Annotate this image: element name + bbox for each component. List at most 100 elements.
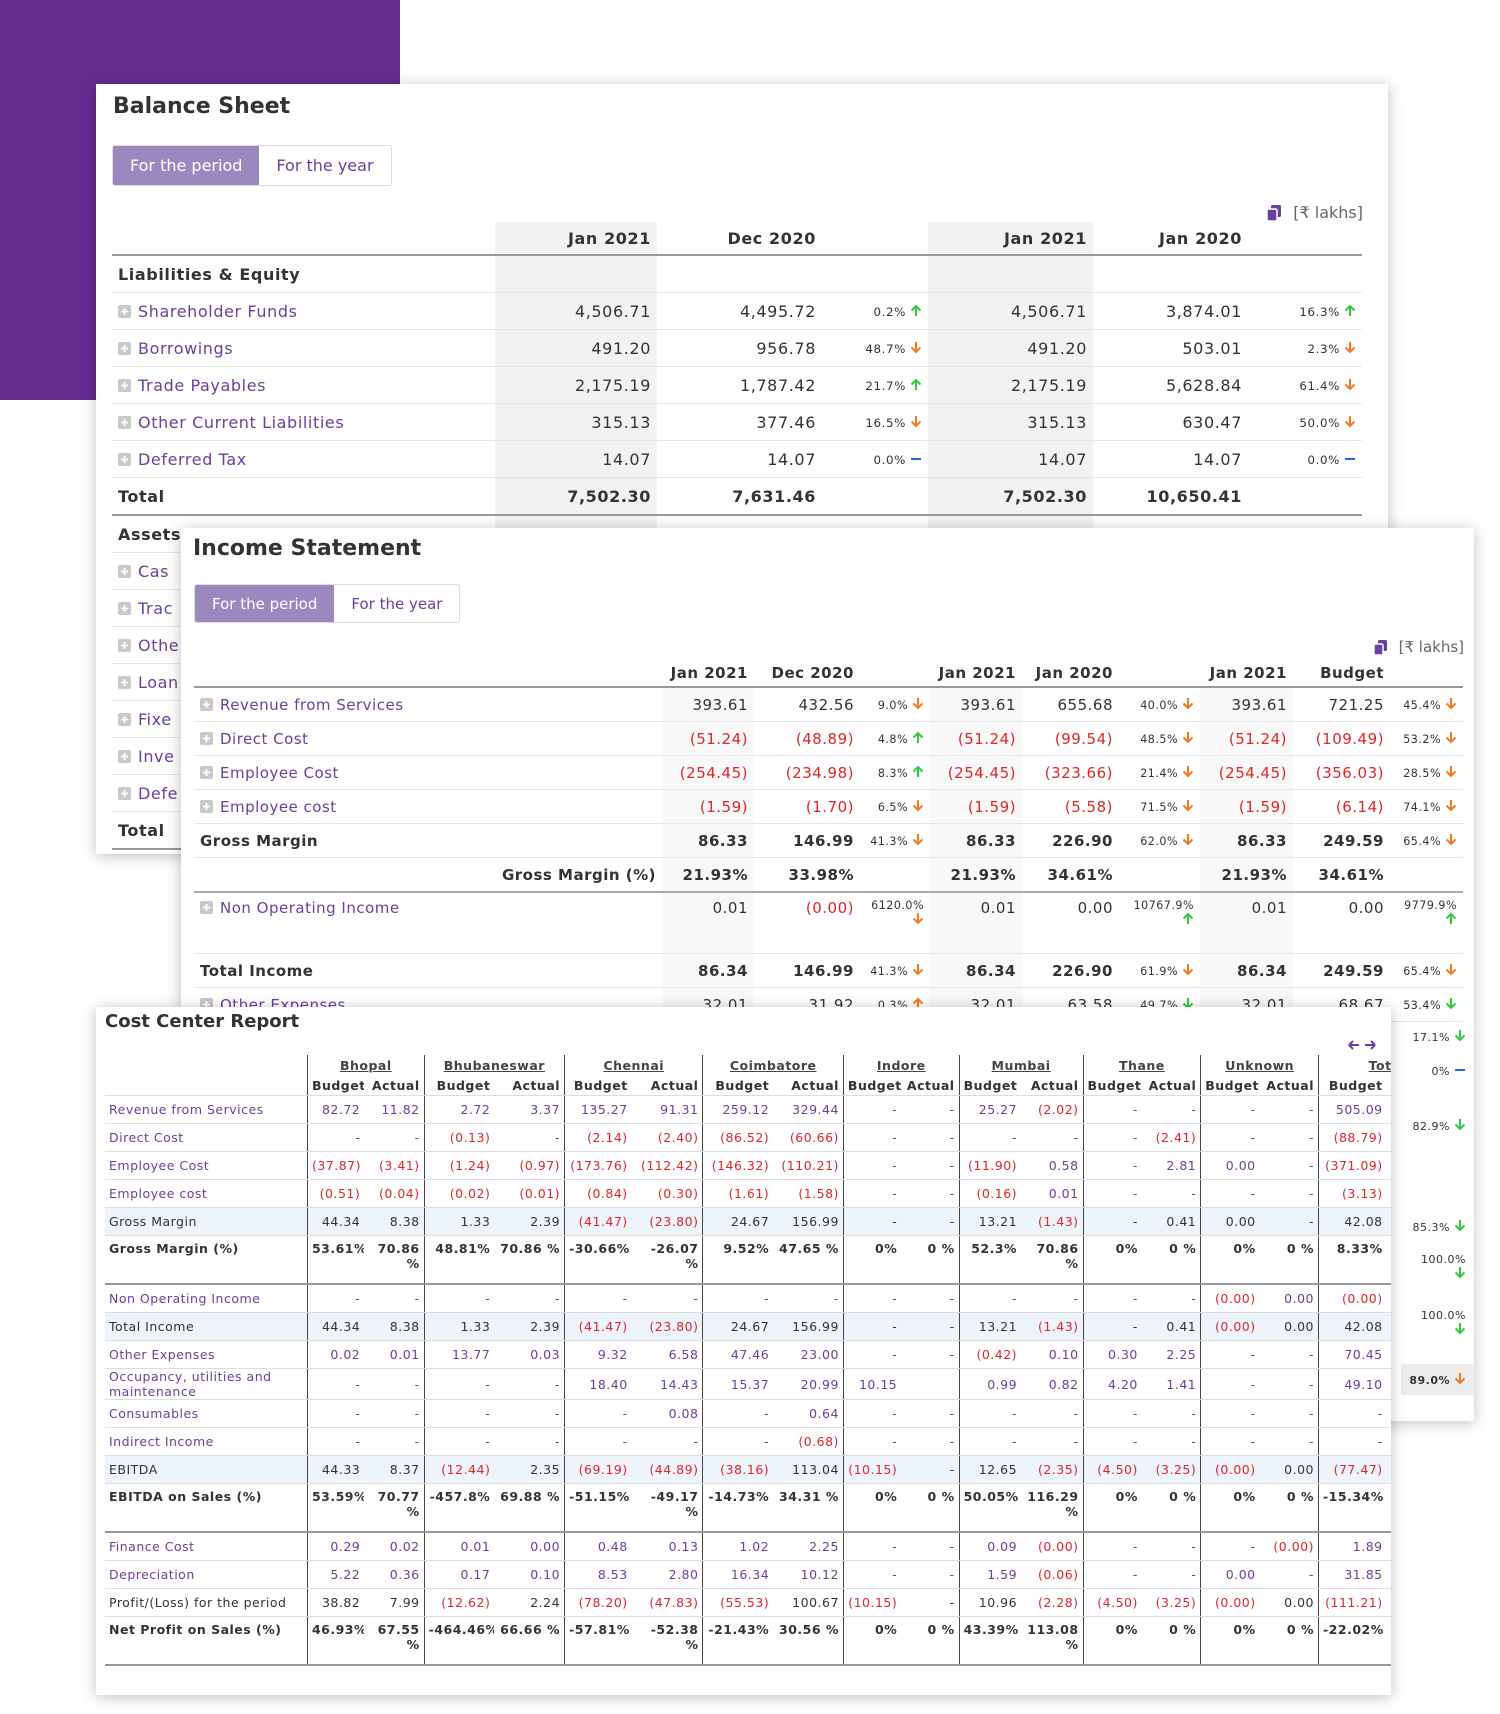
label-text: Revenue from Services <box>220 695 404 714</box>
value-cell: - <box>494 1399 565 1428</box>
value-cell: 0.01 <box>930 892 1022 954</box>
expand-icon[interactable] <box>118 712 131 726</box>
value-cell: - <box>1082 1560 1142 1589</box>
arrow-icon <box>912 698 924 710</box>
value-cell: 21.93% <box>930 857 1022 893</box>
value-cell: 4.20 <box>1082 1368 1142 1400</box>
value-cell: 31 <box>1386 1340 1391 1369</box>
arrow-icon <box>912 800 924 812</box>
arrow-icon <box>1445 698 1457 710</box>
expand-icon[interactable] <box>200 765 213 779</box>
label-text: Loan <box>138 672 179 692</box>
value-cell: 0.00 <box>494 1532 565 1561</box>
value-cell: - <box>958 1123 1022 1152</box>
value-cell: 13. <box>1386 1616 1391 1666</box>
expand-icon[interactable] <box>118 564 131 578</box>
value-cell: 1.02 <box>702 1532 774 1561</box>
arrow-icon <box>910 415 922 427</box>
expand-icon[interactable] <box>118 452 131 466</box>
value-cell: - <box>494 1368 565 1400</box>
unit-label: [₹ lakhs] <box>1398 638 1464 656</box>
change-text: 10767.9% <box>1133 899 1194 912</box>
header-cell <box>194 660 662 688</box>
value-cell: - <box>702 1399 774 1428</box>
value-cell: (0.00) <box>1259 1532 1319 1561</box>
expand-icon[interactable] <box>200 731 213 745</box>
value-cell: (3.25) <box>1141 1455 1201 1484</box>
sub-header: Actual <box>1021 1075 1084 1096</box>
value-cell: (223 <box>1386 1151 1391 1180</box>
change-cell: 53.2% <box>1390 721 1463 756</box>
value-cell: (23.80) <box>631 1312 703 1341</box>
value-cell: (3.25) <box>1141 1588 1201 1617</box>
expand-icon[interactable] <box>118 378 131 392</box>
value-cell: 47.46 <box>702 1340 774 1369</box>
value-cell: - <box>306 1284 365 1313</box>
value-cell: 113.04 <box>773 1455 844 1484</box>
change-cell: 45.4% <box>1390 687 1463 722</box>
expand-icon[interactable] <box>118 786 131 800</box>
value-cell: (0.01) <box>494 1179 565 1208</box>
value-cell: (0.00) <box>754 892 860 954</box>
value-cell: - <box>306 1399 365 1428</box>
tab[interactable]: For the period <box>113 146 260 185</box>
value-cell: 31.85 <box>1317 1560 1387 1589</box>
value-cell: (51.24) <box>1200 721 1293 756</box>
tab[interactable]: For the year <box>259 146 391 185</box>
expand-icon[interactable] <box>200 799 213 813</box>
value-cell: 8.37 <box>364 1455 425 1484</box>
value-cell: 156.99 <box>773 1207 844 1236</box>
expand-icon[interactable] <box>118 341 131 355</box>
value-cell: 34.61% <box>1022 857 1119 893</box>
value-cell: 0.01 <box>662 892 754 954</box>
change-text-block: 0% <box>1432 1063 1466 1078</box>
expand-icon[interactable] <box>118 638 131 652</box>
row-label: Deferred Tax <box>112 440 495 478</box>
value-cell: (0.04) <box>364 1179 425 1208</box>
label-text: Trade Payables <box>138 375 267 395</box>
value-cell: (78.20) <box>564 1588 632 1617</box>
value-cell: 5.22 <box>306 1560 365 1589</box>
expand-icon[interactable] <box>200 697 213 711</box>
value-cell: - <box>842 1399 902 1428</box>
expand-icon[interactable] <box>200 901 213 914</box>
value-cell: 630.47 <box>1093 403 1248 441</box>
expand-icon[interactable] <box>118 415 131 429</box>
value-cell: 329.44 <box>773 1095 844 1124</box>
value-cell: 37 <box>1386 1368 1391 1400</box>
change-cell <box>1119 857 1200 893</box>
copy-icon[interactable] <box>1267 204 1282 221</box>
expand-icon[interactable] <box>118 304 131 318</box>
value-cell: (38.16) <box>702 1455 774 1484</box>
value-cell: 0.01 <box>1021 1179 1084 1208</box>
value-cell: (86.52) <box>702 1123 774 1152</box>
value-cell: 16. <box>1386 1483 1391 1533</box>
value-cell: - <box>306 1123 365 1152</box>
arrow-icon <box>1344 415 1356 427</box>
label-text: Total <box>118 486 165 506</box>
expand-icon[interactable] <box>118 749 131 763</box>
value-cell: 33.98% <box>754 857 860 893</box>
value-cell: 0.10 <box>494 1560 565 1589</box>
table-row: Employee cost (1.59) (1.70) 6.5% (1.59) (5.58… <box>194 789 1463 824</box>
value-cell: 0.00 <box>1022 892 1119 954</box>
change-text: 53.4% <box>1403 999 1441 1012</box>
tab[interactable]: For the period <box>195 585 335 622</box>
value-cell: 69.88 % <box>494 1483 565 1533</box>
copy-icon[interactable] <box>1373 639 1387 655</box>
expand-icon[interactable] <box>118 675 131 689</box>
value-cell: 86.33 <box>930 823 1022 858</box>
expand-icon[interactable] <box>118 601 131 615</box>
change-text: 61.4% <box>1299 378 1340 393</box>
header-cell <box>1119 660 1200 688</box>
value-cell: 0.09 <box>958 1532 1022 1561</box>
value-cell: 91.31 <box>631 1095 703 1124</box>
tab[interactable]: For the year <box>334 585 460 622</box>
arrow-icon <box>1445 732 1457 744</box>
value-cell: 13 <box>1386 1560 1391 1589</box>
scroll-arrows[interactable] <box>1348 1038 1376 1052</box>
arrow-icon <box>1182 800 1194 812</box>
value-cell: 25.27 <box>958 1095 1022 1124</box>
header-cell <box>822 222 928 256</box>
column-header: Budget <box>1293 660 1390 688</box>
